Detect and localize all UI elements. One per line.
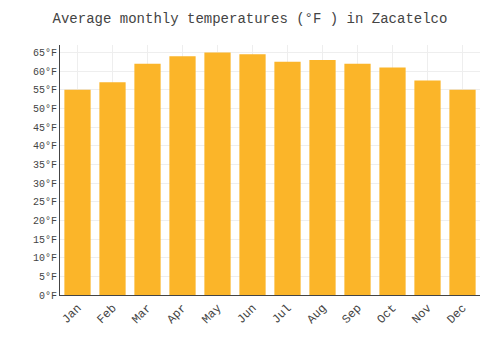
svg-text:65°F: 65°F (33, 48, 57, 59)
svg-text:May: May (199, 302, 224, 327)
svg-text:Apr: Apr (164, 302, 189, 327)
svg-text:Aug: Aug (304, 302, 329, 327)
svg-text:Average monthly temperatures (: Average monthly temperatures (°F ) in Za… (53, 11, 448, 27)
svg-text:Jul: Jul (269, 302, 294, 327)
svg-text:Feb: Feb (94, 302, 119, 327)
svg-text:15°F: 15°F (33, 235, 57, 246)
svg-text:10°F: 10°F (33, 253, 57, 264)
svg-text:Dec: Dec (444, 302, 469, 327)
svg-text:40°F: 40°F (33, 141, 57, 152)
svg-text:60°F: 60°F (33, 67, 57, 78)
svg-text:Oct: Oct (374, 302, 399, 327)
svg-text:Sep: Sep (339, 302, 364, 327)
svg-text:50°F: 50°F (33, 104, 57, 115)
svg-text:Jan: Jan (59, 302, 84, 327)
svg-text:35°F: 35°F (33, 160, 57, 171)
svg-text:25°F: 25°F (33, 197, 57, 208)
svg-text:0°F: 0°F (39, 291, 57, 302)
svg-text:55°F: 55°F (33, 85, 57, 96)
svg-text:Mar: Mar (129, 302, 154, 327)
svg-text:30°F: 30°F (33, 179, 57, 190)
svg-text:45°F: 45°F (33, 123, 57, 134)
svg-text:20°F: 20°F (33, 216, 57, 227)
svg-text:5°F: 5°F (39, 272, 57, 283)
svg-text:Nov: Nov (409, 302, 434, 327)
svg-text:Jun: Jun (234, 302, 259, 327)
